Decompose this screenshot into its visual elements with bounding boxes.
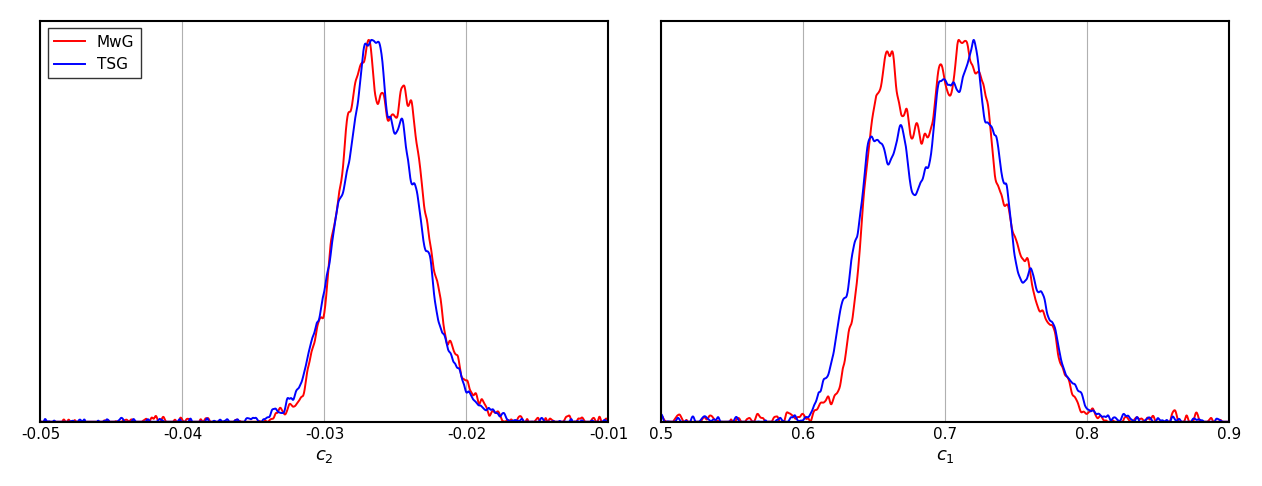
MwG bbox=[924, 122, 939, 128]
TSG bbox=[5, 419, 20, 425]
MwG bbox=[611, 419, 626, 425]
MwG bbox=[497, 419, 512, 425]
MwG bbox=[952, 37, 967, 43]
MwG bbox=[646, 417, 661, 423]
MwG bbox=[292, 397, 307, 402]
MwG bbox=[309, 330, 324, 336]
MwG bbox=[1148, 418, 1164, 424]
TSG bbox=[630, 414, 645, 420]
TSG bbox=[612, 419, 627, 425]
TSG bbox=[365, 37, 380, 43]
MwG bbox=[630, 417, 645, 423]
Line: MwG: MwG bbox=[13, 40, 637, 422]
MwG bbox=[943, 93, 958, 99]
MwG bbox=[361, 37, 376, 43]
X-axis label: $c_2$: $c_2$ bbox=[316, 447, 333, 465]
TSG bbox=[497, 411, 512, 417]
TSG bbox=[1148, 419, 1164, 425]
TSG bbox=[943, 82, 958, 88]
Line: TSG: TSG bbox=[618, 40, 1262, 422]
TSG bbox=[646, 416, 661, 421]
TSG bbox=[924, 145, 939, 151]
Line: MwG: MwG bbox=[618, 40, 1262, 422]
MwG bbox=[37, 418, 52, 424]
MwG bbox=[5, 417, 20, 422]
MwG bbox=[612, 418, 627, 424]
TSG bbox=[37, 418, 52, 424]
X-axis label: $c_1$: $c_1$ bbox=[935, 447, 954, 465]
Legend: MwG, TSG: MwG, TSG bbox=[48, 29, 140, 78]
TSG bbox=[611, 419, 626, 425]
TSG bbox=[967, 37, 982, 43]
MwG bbox=[9, 419, 24, 425]
TSG bbox=[611, 419, 626, 425]
MwG bbox=[612, 418, 627, 424]
TSG bbox=[308, 323, 323, 329]
Line: TSG: TSG bbox=[13, 40, 637, 422]
TSG bbox=[292, 384, 307, 390]
